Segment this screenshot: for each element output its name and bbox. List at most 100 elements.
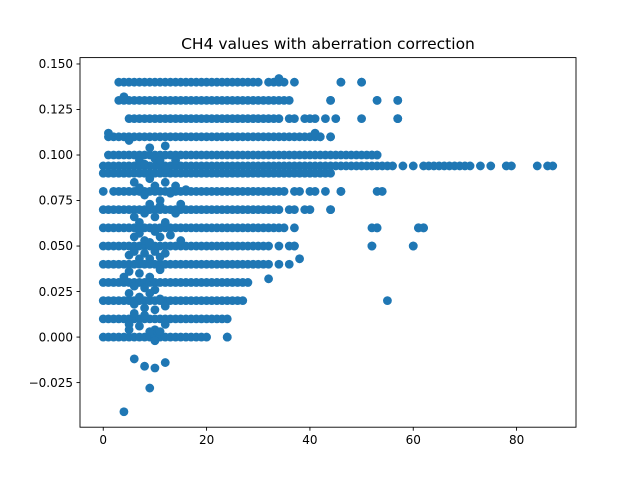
- data-point: [155, 327, 165, 337]
- data-point: [295, 254, 304, 264]
- data-point: [243, 278, 253, 287]
- data-point: [145, 327, 155, 337]
- data-point: [326, 205, 335, 215]
- data-point: [160, 217, 170, 227]
- data-point: [274, 114, 284, 123]
- data-point: [140, 208, 149, 218]
- data-point: [150, 247, 160, 256]
- data-point: [145, 383, 155, 393]
- data-point: [155, 201, 165, 211]
- data-point: [279, 223, 289, 233]
- x-tick-label: 0: [99, 433, 107, 447]
- data-point: [290, 241, 299, 251]
- data-point: [124, 267, 134, 276]
- data-point: [388, 161, 397, 171]
- data-point: [372, 150, 382, 160]
- data-point: [171, 208, 180, 218]
- data-point: [145, 199, 155, 209]
- data-point: [290, 205, 299, 215]
- y-tick-label: −0.025: [29, 376, 73, 390]
- data-point: [295, 187, 304, 196]
- data-point: [393, 114, 403, 123]
- data-point: [129, 247, 139, 256]
- y-tick-label: 0.150: [39, 57, 73, 71]
- x-tick-label: 60: [406, 433, 421, 447]
- data-point: [465, 161, 475, 171]
- y-tick-label: 0.000: [39, 330, 73, 344]
- data-point: [274, 74, 284, 83]
- data-point: [145, 143, 155, 153]
- data-point: [160, 177, 170, 187]
- data-point: [140, 283, 149, 293]
- data-point: [264, 274, 273, 284]
- data-point: [171, 181, 180, 191]
- data-point: [124, 288, 134, 298]
- data-point: [160, 319, 170, 329]
- data-point: [150, 305, 160, 315]
- marker-layer: [98, 74, 558, 417]
- data-point: [140, 361, 149, 371]
- data-point: [331, 114, 341, 123]
- data-point: [145, 254, 155, 264]
- data-point: [419, 223, 428, 233]
- data-point: [408, 241, 418, 251]
- data-point: [135, 217, 144, 227]
- data-point: [383, 296, 392, 306]
- data-point: [129, 177, 139, 187]
- data-point: [284, 259, 294, 269]
- data-point: [548, 161, 558, 171]
- data-point: [398, 161, 408, 171]
- x-tick-label: 80: [509, 433, 524, 447]
- data-point: [274, 259, 284, 269]
- data-point: [119, 407, 129, 417]
- data-point: [135, 268, 144, 278]
- data-point: [357, 114, 366, 123]
- data-point: [372, 95, 382, 105]
- data-point: [145, 288, 155, 298]
- data-point: [284, 95, 294, 105]
- data-point: [305, 205, 315, 215]
- data-point: [155, 294, 165, 304]
- data-point: [222, 332, 232, 342]
- data-point: [155, 156, 165, 165]
- data-point: [326, 132, 335, 142]
- data-point: [145, 238, 155, 247]
- data-point: [124, 325, 134, 335]
- data-point: [176, 199, 186, 209]
- data-point: [336, 187, 346, 196]
- data-point: [290, 77, 299, 87]
- data-point: [150, 336, 160, 346]
- data-point: [145, 174, 155, 184]
- data-point: [160, 141, 170, 151]
- data-point: [135, 321, 144, 331]
- data-point: [129, 299, 139, 309]
- data-point: [486, 161, 496, 171]
- y-axis: −0.025 0.000 0.025 0.050 0.075 0.100 0.125 0.15…: [29, 57, 80, 390]
- y-tick-label: 0.100: [39, 148, 73, 162]
- data-point: [155, 265, 165, 275]
- data-point: [310, 187, 320, 196]
- data-point: [393, 95, 403, 105]
- data-point: [408, 161, 418, 171]
- data-point: [274, 205, 284, 215]
- data-point: [160, 165, 170, 174]
- data-point: [150, 227, 160, 236]
- y-tick-label: 0.025: [39, 285, 73, 299]
- data-point: [140, 190, 149, 200]
- data-point: [476, 161, 485, 171]
- data-point: [140, 248, 149, 258]
- data-point: [176, 236, 186, 245]
- data-point: [274, 241, 284, 251]
- data-point: [326, 95, 335, 105]
- x-axis: 0 20 40 60 80: [99, 427, 524, 447]
- data-point: [160, 358, 170, 367]
- data-point: [150, 181, 160, 191]
- data-point: [507, 161, 516, 171]
- data-point: [357, 77, 366, 87]
- plot-frame: [79, 57, 577, 428]
- data-point: [238, 296, 248, 306]
- data-point: [315, 132, 325, 142]
- y-tick-label: 0.075: [39, 194, 73, 208]
- data-point: [145, 272, 155, 282]
